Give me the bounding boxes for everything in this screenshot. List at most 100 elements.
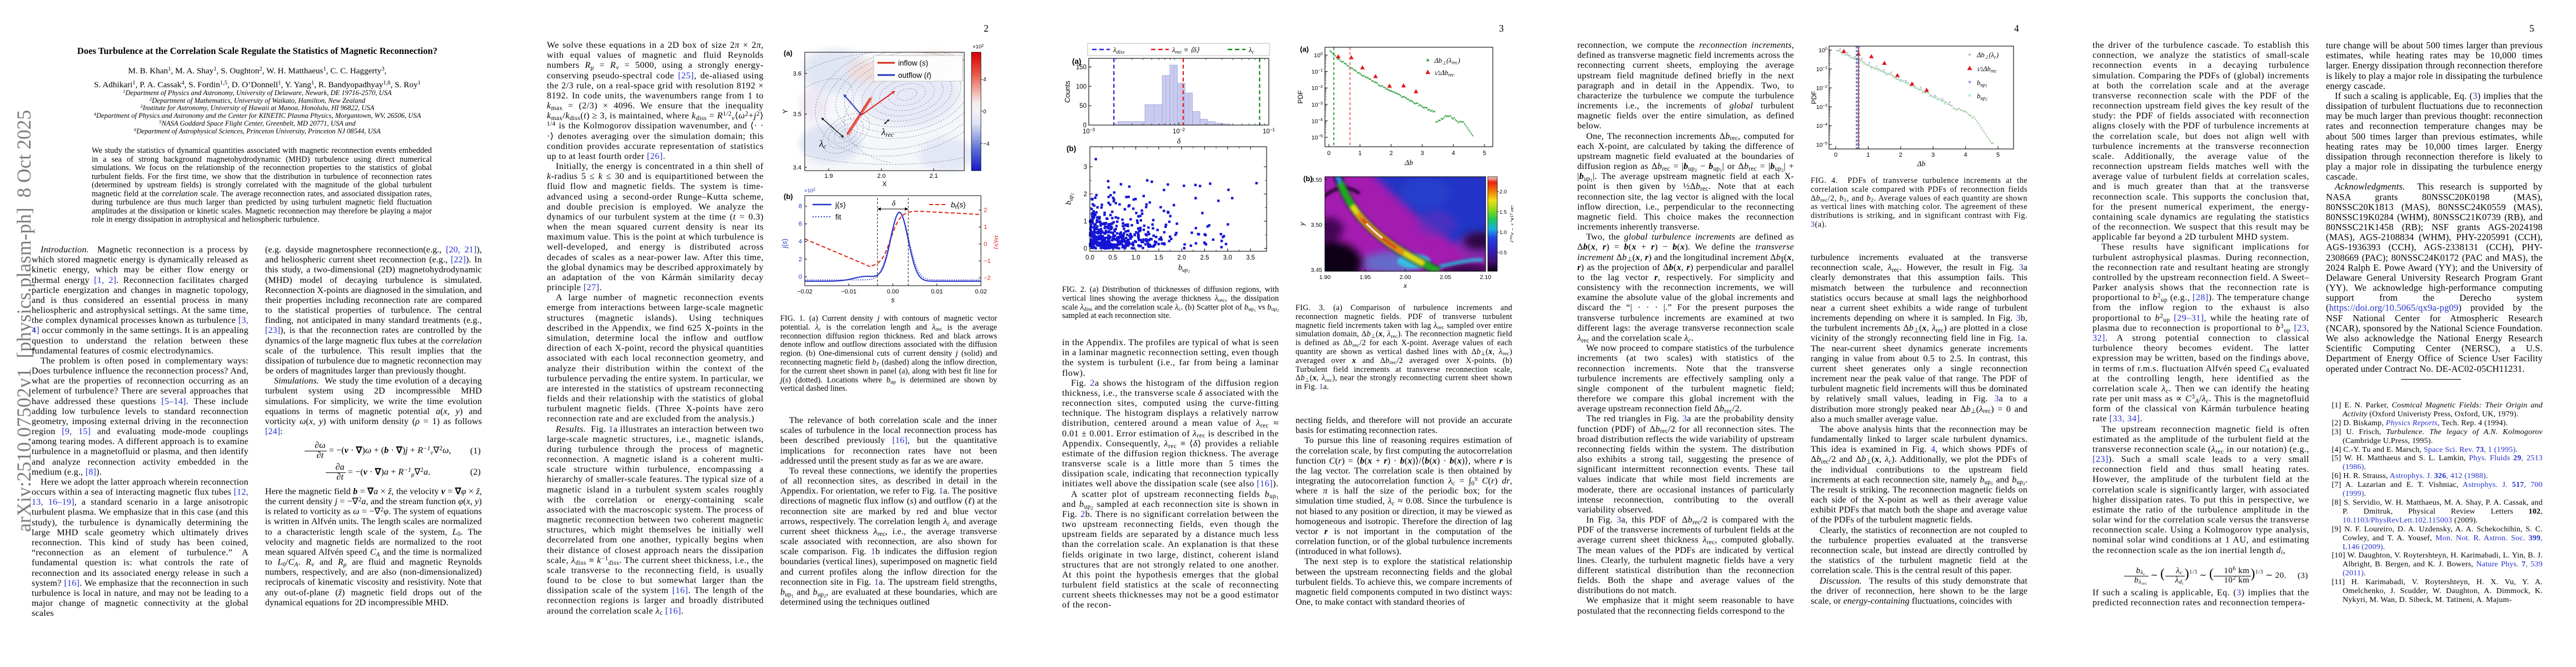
svg-text:10−2: 10−2 xyxy=(1816,84,1827,92)
svg-text:Δb⊥(λc): Δb⊥(λc) xyxy=(1976,51,1999,60)
svg-text:3.55: 3.55 xyxy=(1311,177,1323,183)
svg-text:0: 0 xyxy=(983,109,986,115)
svg-text:2.0: 2.0 xyxy=(1499,189,1507,195)
svg-text:0: 0 xyxy=(1084,246,1087,252)
svg-text:δ: δ xyxy=(892,200,896,208)
svg-text:10−2: 10−2 xyxy=(1173,127,1185,135)
svg-text:3: 3 xyxy=(1931,152,1935,158)
svg-text:s: s xyxy=(891,296,894,304)
svg-text:3.5: 3.5 xyxy=(1246,255,1255,261)
svg-text:(a): (a) xyxy=(1300,45,1309,53)
svg-text:X: X xyxy=(882,180,886,188)
svg-text:−0.02: −0.02 xyxy=(797,288,813,295)
svg-text:bℓ(s): bℓ(s) xyxy=(993,236,998,249)
svg-text:2.1: 2.1 xyxy=(929,173,938,180)
svg-text:3.45: 3.45 xyxy=(1311,267,1323,273)
svg-text:10−3: 10−3 xyxy=(1083,127,1095,135)
svg-text:Δb: Δb xyxy=(1404,158,1413,167)
svg-text:Counts: Counts xyxy=(1064,81,1072,103)
svg-text:0.5: 0.5 xyxy=(1499,250,1507,256)
svg-text:2.05: 2.05 xyxy=(1439,274,1451,281)
svg-text:3.0: 3.0 xyxy=(1223,255,1232,261)
svg-text:−2: −2 xyxy=(984,275,991,282)
svg-text:1.90: 1.90 xyxy=(1319,274,1331,281)
svg-text:4: 4 xyxy=(1964,152,1967,158)
svg-text:0: 0 xyxy=(799,274,802,281)
svg-text:(b): (b) xyxy=(1303,175,1313,183)
svg-text:10−1: 10−1 xyxy=(1263,127,1275,135)
svg-text:6: 6 xyxy=(799,221,802,227)
svg-text:3.5: 3.5 xyxy=(793,111,801,118)
svg-text:2.0: 2.0 xyxy=(1177,255,1186,261)
svg-text:0.5: 0.5 xyxy=(1108,255,1117,261)
svg-text:2: 2 xyxy=(1389,150,1393,157)
svg-text:0: 0 xyxy=(1083,122,1087,129)
svg-text:−0.01: −0.01 xyxy=(841,288,856,295)
svg-text:0.02: 0.02 xyxy=(975,288,986,295)
svg-text:10−2: 10−2 xyxy=(1312,84,1323,92)
svg-text:1: 1 xyxy=(1084,218,1087,225)
svg-text:0: 0 xyxy=(984,241,987,248)
svg-text:λc: λc xyxy=(1248,46,1255,56)
svg-text:(b): (b) xyxy=(784,192,793,201)
svg-text:8: 8 xyxy=(799,203,802,210)
svg-text:10−5: 10−5 xyxy=(1816,141,1827,148)
svg-text:150: 150 xyxy=(1076,64,1087,71)
svg-text:3: 3 xyxy=(1084,164,1087,171)
svg-text:0.0: 0.0 xyxy=(1085,255,1094,261)
svg-text:1.95: 1.95 xyxy=(1359,274,1371,281)
svg-text:j(s): j(s) xyxy=(781,238,789,248)
svg-text:3: 3 xyxy=(1421,150,1424,157)
svg-text:bup2: bup2 xyxy=(1064,193,1075,205)
svg-text:Δb⊥(λrec): Δb⊥(λrec) xyxy=(1434,57,1460,66)
svg-text:PDF: PDF xyxy=(1297,91,1304,104)
svg-text:2: 2 xyxy=(1899,152,1902,158)
svg-text:2.0: 2.0 xyxy=(877,173,885,180)
svg-text:2.00: 2.00 xyxy=(1399,274,1411,281)
svg-text:10−1: 10−1 xyxy=(1816,65,1827,73)
svg-text:bup1: bup1 xyxy=(1977,79,1987,88)
svg-text:2: 2 xyxy=(1084,191,1087,198)
svg-text:−4: −4 xyxy=(983,141,990,147)
svg-text:100: 100 xyxy=(1818,46,1827,54)
svg-text:10−4: 10−4 xyxy=(1312,117,1323,125)
svg-text:3.4: 3.4 xyxy=(793,165,801,171)
svg-text:inflow (s): inflow (s) xyxy=(898,59,928,67)
svg-text:1.5: 1.5 xyxy=(1154,255,1163,261)
svg-text:y: y xyxy=(1298,222,1306,226)
svg-text:2.5: 2.5 xyxy=(1200,255,1209,261)
svg-text:3.50: 3.50 xyxy=(1311,222,1323,228)
svg-text:5: 5 xyxy=(1483,150,1486,157)
svg-text:50: 50 xyxy=(1079,103,1087,109)
svg-text:3.6: 3.6 xyxy=(793,71,801,77)
svg-text:j(s): j(s) xyxy=(835,201,846,209)
svg-text:×102: ×102 xyxy=(973,44,984,50)
svg-text:(b): (b) xyxy=(1067,145,1076,153)
svg-text:4: 4 xyxy=(1452,150,1455,157)
svg-text:bup1: bup1 xyxy=(1178,263,1190,274)
svg-text:1⁄2Δbrec: 1⁄2Δbrec xyxy=(1977,65,1997,74)
svg-text:PDF: PDF xyxy=(1811,91,1818,104)
svg-text:4: 4 xyxy=(799,238,802,245)
svg-text:1: 1 xyxy=(984,224,987,231)
svg-text:10−5: 10−5 xyxy=(1312,133,1323,141)
svg-text:4: 4 xyxy=(983,77,986,83)
svg-text:1: 1 xyxy=(1866,152,1870,158)
svg-text:0.01: 0.01 xyxy=(931,288,943,295)
svg-text:1.9: 1.9 xyxy=(824,173,833,180)
svg-text:×102: ×102 xyxy=(804,188,815,194)
svg-text:outflow (ℓ): outflow (ℓ) xyxy=(898,71,931,79)
svg-text:1.0: 1.0 xyxy=(1499,230,1507,236)
svg-text:fit: fit xyxy=(835,213,841,221)
svg-text:bℓ(s): bℓ(s) xyxy=(951,201,966,211)
svg-text:2.10: 2.10 xyxy=(1480,274,1492,281)
svg-text:2: 2 xyxy=(799,256,802,263)
svg-text:1.5: 1.5 xyxy=(1499,209,1507,215)
svg-text:100: 100 xyxy=(1314,51,1323,59)
svg-text:0.00: 0.00 xyxy=(887,288,899,295)
svg-text:x: x xyxy=(1403,282,1408,290)
svg-text:−1: −1 xyxy=(984,258,991,265)
svg-text:Y: Y xyxy=(781,109,789,113)
svg-text:2: 2 xyxy=(984,207,987,214)
svg-text:100: 100 xyxy=(1076,83,1087,90)
